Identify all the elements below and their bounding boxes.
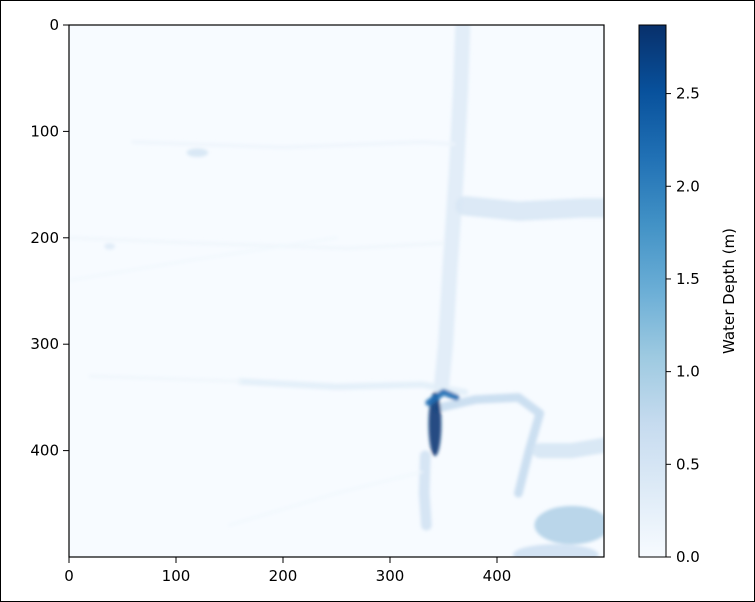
y-tick-label: 400 bbox=[30, 442, 59, 460]
colorbar-axis: 0.0 0.5 1.0 1.5 2.0 2.5 bbox=[666, 85, 700, 566]
x-axis: 0 100 200 300 400 bbox=[64, 557, 511, 585]
x-tick-label: 300 bbox=[376, 567, 405, 585]
y-tick-label: 100 bbox=[30, 122, 59, 140]
plot-area bbox=[69, 25, 604, 557]
water-channel bbox=[532, 437, 604, 459]
colorbar-tick-label: 2.0 bbox=[676, 177, 700, 195]
water-pool bbox=[186, 148, 209, 157]
colorbar-tick-label: 2.5 bbox=[676, 85, 700, 103]
water-channel bbox=[455, 196, 604, 221]
x-tick-label: 200 bbox=[269, 567, 298, 585]
water-pool bbox=[428, 391, 442, 457]
water-channel bbox=[131, 140, 456, 149]
plot-border bbox=[68, 24, 605, 558]
y-tick-label: 200 bbox=[30, 229, 59, 247]
water-channel bbox=[433, 393, 545, 498]
water-channel bbox=[418, 450, 432, 531]
water-pool bbox=[513, 544, 599, 557]
colorbar-tick-label: 1.0 bbox=[676, 363, 700, 381]
colorbar-tick-label: 0.0 bbox=[676, 548, 700, 566]
x-tick-label: 400 bbox=[483, 567, 512, 585]
x-tick-label: 0 bbox=[64, 567, 74, 585]
water-channel bbox=[425, 388, 460, 406]
water-pool bbox=[104, 243, 116, 250]
water-channel bbox=[228, 470, 424, 527]
water-channel bbox=[69, 236, 446, 250]
water-channel bbox=[69, 236, 338, 282]
colorbar-label: Water Depth (m) bbox=[720, 228, 738, 354]
x-tick-label: 100 bbox=[162, 567, 191, 585]
colorbar bbox=[638, 24, 667, 558]
water-pool bbox=[534, 505, 604, 545]
colorbar-tick-label: 1.5 bbox=[676, 270, 700, 288]
colorbar-tick-label: 0.5 bbox=[676, 455, 700, 473]
y-tick-label: 0 bbox=[49, 16, 59, 34]
y-axis: 0 100 200 300 400 bbox=[30, 16, 69, 460]
water-channel bbox=[433, 25, 471, 395]
water-depth-field bbox=[69, 25, 604, 557]
y-tick-label: 300 bbox=[30, 335, 59, 353]
water-channel bbox=[237, 378, 469, 396]
water-channel bbox=[88, 374, 242, 383]
